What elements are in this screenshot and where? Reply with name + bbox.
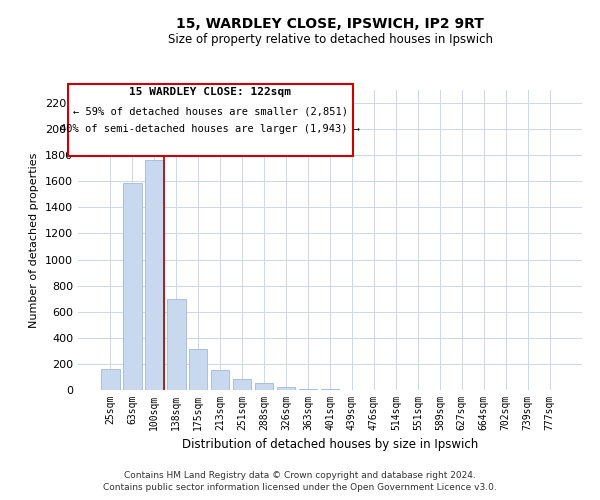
Bar: [211, 370, 229, 390]
FancyBboxPatch shape: [68, 84, 353, 156]
Bar: [123, 182, 142, 390]
Bar: [189, 349, 208, 390]
Bar: [299, 388, 317, 390]
Bar: [167, 298, 185, 390]
Y-axis label: Number of detached properties: Number of detached properties: [29, 152, 40, 328]
Text: Size of property relative to detached houses in Ipswich: Size of property relative to detached ho…: [167, 32, 493, 46]
Text: Contains HM Land Registry data © Crown copyright and database right 2024.: Contains HM Land Registry data © Crown c…: [124, 471, 476, 480]
Text: 15 WARDLEY CLOSE: 122sqm: 15 WARDLEY CLOSE: 122sqm: [130, 87, 292, 97]
Bar: [277, 386, 295, 390]
X-axis label: Distribution of detached houses by size in Ipswich: Distribution of detached houses by size …: [182, 438, 478, 452]
Bar: [255, 384, 274, 390]
Text: Contains public sector information licensed under the Open Government Licence v3: Contains public sector information licen…: [103, 484, 497, 492]
Text: 15, WARDLEY CLOSE, IPSWICH, IP2 9RT: 15, WARDLEY CLOSE, IPSWICH, IP2 9RT: [176, 18, 484, 32]
Text: 40% of semi-detached houses are larger (1,943) →: 40% of semi-detached houses are larger (…: [61, 124, 360, 134]
Text: ← 59% of detached houses are smaller (2,851): ← 59% of detached houses are smaller (2,…: [73, 106, 348, 117]
Bar: [233, 379, 251, 390]
Bar: [101, 369, 119, 390]
Bar: [145, 160, 164, 390]
